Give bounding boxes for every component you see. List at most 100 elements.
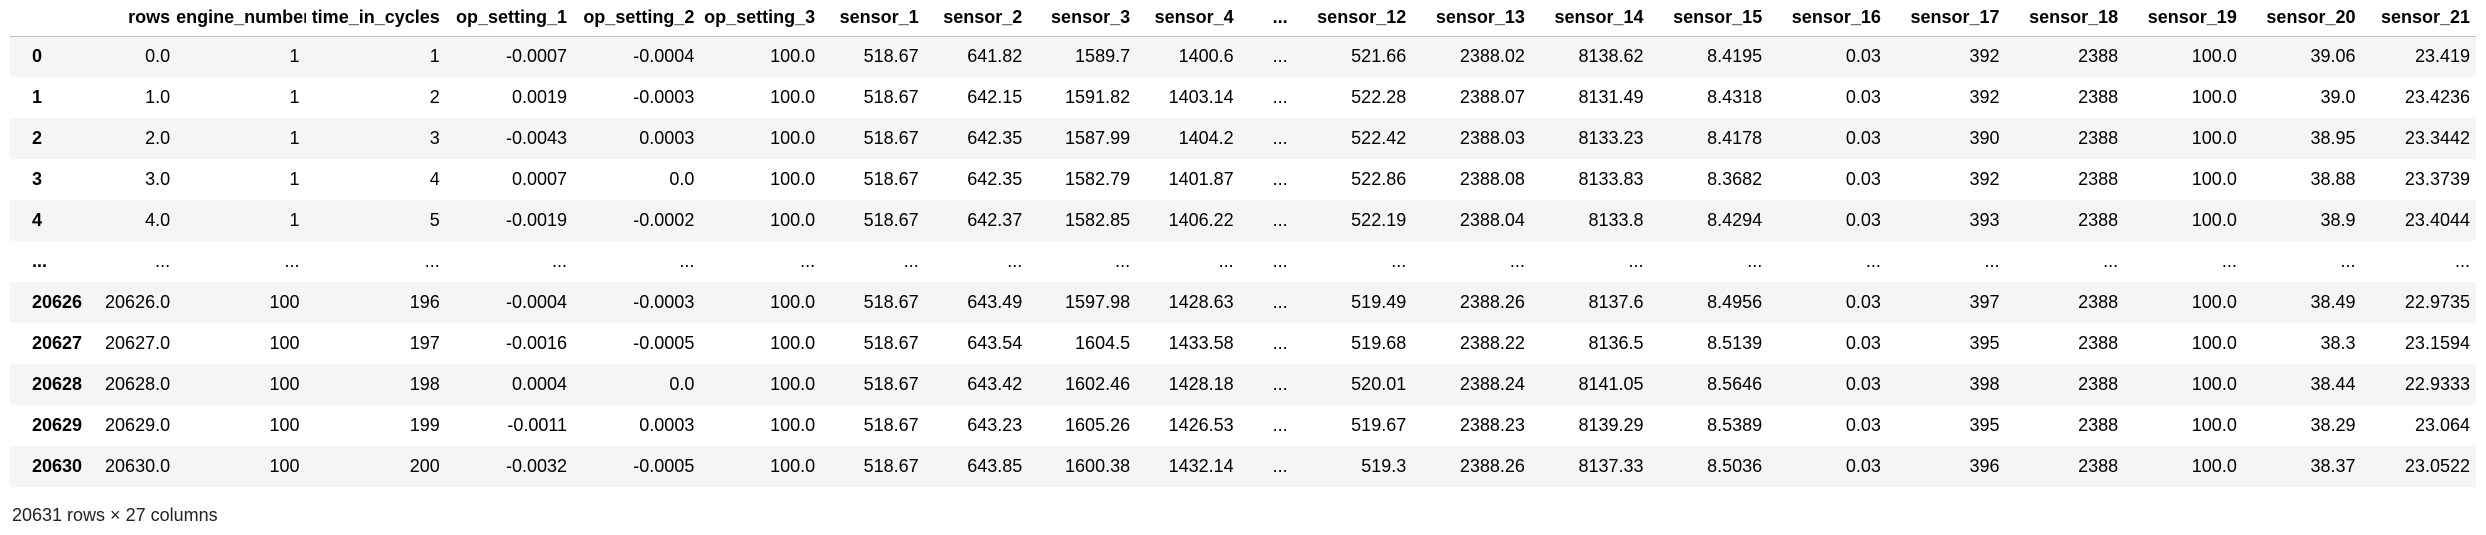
- row-index: 1: [32, 87, 43, 107]
- table-row: 20630 20630.0 100 200 -0.0032 -0.0005 100.0 518…: [10, 446, 2476, 487]
- table-cell: 643.42: [967, 374, 1023, 394]
- table-cell: 2388.08: [1459, 169, 1525, 189]
- table-cell: ...: [1272, 456, 1288, 476]
- table-cell: 0.0007: [512, 169, 568, 189]
- table-cell: 1604.5: [1075, 333, 1131, 353]
- table-cell: 0.03: [1845, 374, 1881, 394]
- table-cell: -0.0004: [633, 46, 695, 67]
- table-cell: 395: [1969, 415, 2000, 435]
- table-cell: 8136.5: [1588, 333, 1644, 353]
- table-cell: 0.03: [1845, 456, 1881, 476]
- dataframe-table: rows engine_number time_in_cycles op_settin…: [10, 0, 2476, 487]
- table-cell: 100.0: [770, 456, 816, 476]
- table-cell: 100.0: [770, 210, 816, 230]
- table-cell: 38.49: [2310, 292, 2356, 312]
- table-cell: 398: [1969, 374, 2000, 394]
- table-cell: 8.5036: [1707, 456, 1763, 476]
- table-cell: -0.0005: [633, 456, 695, 476]
- table-cell: 20628.0: [105, 374, 171, 394]
- table-cell: 2388: [2078, 128, 2119, 148]
- column-header: op_setting_3: [700, 0, 822, 37]
- table-header: rows engine_number time_in_cycles op_settin…: [10, 0, 2476, 37]
- table-cell: 392: [1969, 46, 2000, 67]
- column-header: engine_number: [176, 0, 306, 37]
- table-row: 4 4.0 1 5 -0.0019 -0.0002 100.0 518.67 642.37 158…: [10, 200, 2476, 241]
- table-cell: 1426.53: [1168, 415, 1234, 435]
- row-index: 0: [32, 46, 43, 67]
- table-cell: ...: [1115, 251, 1131, 271]
- table-cell: 1582.79: [1065, 169, 1131, 189]
- table-cell: 8.4178: [1707, 128, 1763, 148]
- table-cell: 519.3: [1361, 456, 1407, 476]
- table-cell: 642.35: [967, 169, 1023, 189]
- table-cell: 2388.02: [1459, 46, 1525, 67]
- table-cell: 0.0004: [512, 374, 568, 394]
- table-cell: 641.82: [967, 46, 1023, 67]
- table-cell: 2388: [2078, 292, 2119, 312]
- table-cell: 2388.23: [1459, 415, 1525, 435]
- table-cell: 1: [289, 46, 300, 67]
- table-cell: 1605.26: [1065, 415, 1131, 435]
- table-cell: -0.0005: [633, 333, 695, 353]
- table-cell: 4: [429, 169, 440, 189]
- table-cell: 1587.99: [1065, 128, 1131, 148]
- table-cell: 1600.38: [1065, 456, 1131, 476]
- table-cell: 1406.22: [1168, 210, 1234, 230]
- table-cell: 1432.14: [1168, 456, 1234, 476]
- table-cell: ...: [1628, 251, 1644, 271]
- table-cell: ...: [903, 251, 919, 271]
- table-cell: 1602.46: [1065, 374, 1131, 394]
- table-cell: 519.49: [1351, 292, 1407, 312]
- column-header: sensor_15: [1649, 0, 1769, 37]
- column-header: sensor_21: [2361, 0, 2476, 37]
- table-cell: 1597.98: [1065, 292, 1131, 312]
- row-index: 3: [32, 169, 43, 189]
- table-cell: 1: [289, 210, 300, 230]
- table-cell: -0.0002: [633, 210, 695, 230]
- table-cell: 392: [1969, 169, 2000, 189]
- table-row: 20628 20628.0 100 198 0.0004 0.0 100.0 518.67 64…: [10, 364, 2476, 405]
- table-cell: 22.9333: [2404, 374, 2470, 394]
- table-cell: ...: [1272, 292, 1288, 312]
- table-row: 20627 20627.0 100 197 -0.0016 -0.0005 100.0 518…: [10, 323, 2476, 364]
- table-cell: ...: [1272, 251, 1288, 271]
- table-cell: 643.49: [967, 292, 1023, 312]
- table-cell: 2388.04: [1459, 210, 1525, 230]
- table-cell: 23.3739: [2404, 169, 2470, 189]
- table-cell: 8138.62: [1578, 46, 1644, 67]
- table-cell: 22.9735: [2404, 292, 2470, 312]
- table-cell: -0.0019: [506, 210, 568, 230]
- table-cell: 100: [269, 456, 300, 476]
- table-cell: 20629.0: [105, 415, 171, 435]
- table-cell: 0.03: [1845, 87, 1881, 107]
- table-cell: 23.3442: [2404, 128, 2470, 148]
- table-cell: -0.0011: [507, 415, 568, 435]
- table-cell: 8141.05: [1578, 374, 1644, 394]
- table-cell: 393: [1969, 210, 2000, 230]
- table-cell: ...: [1509, 251, 1525, 271]
- row-index: 20627: [32, 333, 83, 353]
- table-cell: ...: [155, 251, 171, 271]
- table-cell: 518.67: [863, 128, 919, 148]
- table-cell: 20626.0: [105, 292, 171, 312]
- table-cell: 1589.7: [1075, 46, 1131, 67]
- table-cell: 2.0: [145, 128, 171, 148]
- table-cell: 2388: [2078, 333, 2119, 353]
- table-cell: 4.0: [145, 210, 171, 230]
- table-cell: 0.03: [1845, 128, 1881, 148]
- column-header: rows: [91, 0, 177, 37]
- table-cell: 23.0522: [2404, 456, 2470, 476]
- table-cell: 38.88: [2310, 169, 2356, 189]
- table-cell: 392: [1969, 87, 2000, 107]
- table-cell: 8133.23: [1578, 128, 1644, 148]
- table-cell: 23.1594: [2404, 333, 2470, 353]
- table-cell: 200: [409, 456, 440, 476]
- table-cell: 38.95: [2310, 128, 2356, 148]
- table-cell: ...: [284, 251, 300, 271]
- column-header: sensor_4: [1136, 0, 1240, 37]
- table-cell: 519.68: [1351, 333, 1407, 353]
- table-cell: 0.03: [1845, 46, 1881, 67]
- table-cell: 518.67: [863, 169, 919, 189]
- table-cell: 2388.07: [1459, 87, 1525, 107]
- table-cell: 1: [289, 128, 300, 148]
